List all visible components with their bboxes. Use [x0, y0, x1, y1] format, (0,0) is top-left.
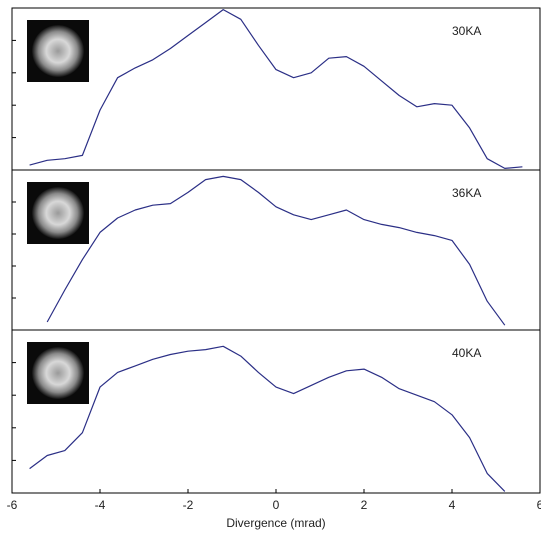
- x-tick-label: -2: [183, 498, 194, 512]
- x-axis-label: Divergence (mrad): [226, 516, 325, 530]
- x-tick-label: 2: [361, 498, 368, 512]
- data-line: [29, 9, 523, 169]
- beam-image-spot: [32, 187, 84, 239]
- panel-label: 36KA: [452, 186, 481, 200]
- data-line: [29, 345, 506, 492]
- x-tick-label: 4: [449, 498, 456, 512]
- beam-image-spot: [32, 347, 84, 399]
- x-tick-label: 0: [273, 498, 280, 512]
- panel-label: 40KA: [452, 346, 481, 360]
- beam-image-spot: [32, 25, 84, 77]
- data-line: [46, 175, 506, 326]
- x-tick-label: 6: [537, 498, 541, 512]
- x-tick-label: -6: [7, 498, 18, 512]
- panel-label: 30KA: [452, 24, 481, 38]
- x-tick-label: -4: [95, 498, 106, 512]
